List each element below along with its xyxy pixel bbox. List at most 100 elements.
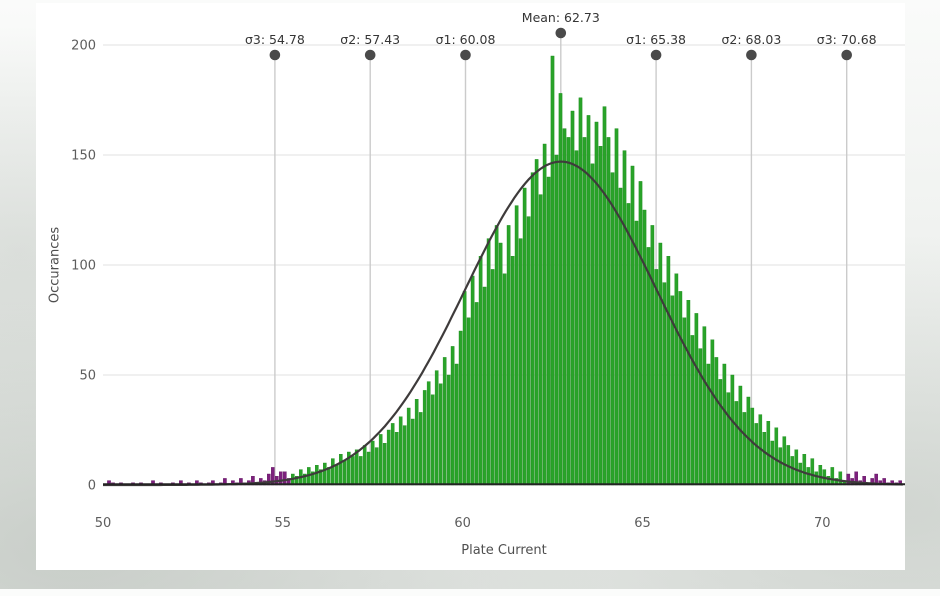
histogram-bar[interactable] [614, 128, 619, 486]
histogram-bar[interactable] [790, 456, 795, 486]
histogram-bar[interactable] [706, 363, 711, 486]
histogram-bar[interactable] [818, 465, 823, 486]
histogram-bar[interactable] [798, 462, 803, 486]
histogram-bar[interactable] [742, 412, 747, 486]
histogram-bar[interactable] [494, 225, 499, 486]
histogram-bar[interactable] [442, 357, 447, 486]
histogram-bar[interactable] [598, 145, 603, 486]
histogram-bar[interactable] [426, 381, 431, 486]
histogram-bar[interactable] [730, 374, 735, 486]
histogram-bar[interactable] [339, 454, 343, 486]
histogram-bar[interactable] [794, 449, 799, 486]
histogram-bar[interactable] [570, 110, 575, 486]
marker-sigma1-right-dot[interactable] [650, 49, 662, 61]
marker-sigma2-right-dot[interactable] [746, 49, 757, 61]
histogram-bar[interactable] [522, 187, 527, 486]
histogram-bar[interactable] [762, 432, 767, 486]
histogram-bar[interactable] [354, 449, 359, 486]
histogram-bar[interactable] [386, 429, 391, 486]
histogram-bar[interactable] [566, 137, 571, 486]
marker-sigma1-left-dot[interactable] [460, 49, 471, 61]
histogram-bar[interactable] [422, 390, 427, 486]
histogram-bar[interactable] [562, 128, 567, 486]
histogram-bar[interactable] [578, 97, 583, 486]
histogram-bar[interactable] [438, 383, 443, 486]
histogram-bar[interactable] [398, 416, 403, 486]
histogram-bar[interactable] [666, 256, 671, 486]
histogram-bar[interactable] [530, 172, 535, 486]
histogram-bar[interactable] [634, 220, 639, 486]
histogram-bar[interactable] [782, 436, 787, 486]
histogram-bar[interactable] [722, 363, 727, 486]
histogram-bar[interactable] [542, 143, 547, 486]
histogram-bar[interactable] [714, 357, 719, 486]
marker-sigma3-right-dot[interactable] [841, 49, 852, 61]
histogram-bar[interactable] [594, 121, 599, 486]
histogram-bar[interactable] [654, 269, 659, 486]
histogram-bar[interactable] [534, 159, 539, 486]
histogram-bar[interactable] [838, 471, 843, 486]
histogram-bar[interactable] [402, 425, 407, 486]
histogram-bar[interactable] [366, 451, 371, 486]
histogram-bar[interactable] [486, 238, 491, 486]
histogram-bar[interactable] [626, 203, 631, 486]
histogram-bar[interactable] [574, 150, 579, 486]
histogram-bar[interactable] [606, 137, 611, 486]
histogram-bar[interactable] [590, 163, 595, 486]
histogram-bar[interactable] [750, 407, 755, 486]
histogram-bar[interactable] [490, 269, 495, 486]
histogram-bar[interactable] [814, 471, 819, 486]
histogram-bar[interactable] [331, 458, 335, 486]
histogram-bar[interactable] [702, 326, 707, 486]
marker-sigma2-left-dot[interactable] [364, 49, 376, 61]
histogram-bar[interactable] [642, 209, 647, 486]
histogram-bar[interactable] [778, 447, 783, 486]
histogram-bar[interactable] [498, 242, 503, 486]
histogram-bar[interactable] [538, 194, 543, 486]
histogram-bar[interactable] [546, 176, 551, 486]
histogram-bar[interactable] [554, 154, 559, 486]
marker-mean-dot[interactable] [555, 27, 567, 39]
histogram-bar[interactable] [446, 374, 451, 486]
histogram-bar[interactable] [726, 392, 731, 486]
histogram-bar[interactable] [658, 242, 663, 486]
histogram-bar[interactable] [738, 385, 743, 486]
histogram-bar[interactable] [694, 313, 699, 486]
histogram-bar[interactable] [418, 412, 423, 486]
histogram-bar[interactable] [510, 256, 515, 486]
histogram-bar[interactable] [502, 273, 507, 486]
histogram-bar[interactable] [470, 275, 475, 486]
histogram-bar[interactable] [622, 150, 627, 486]
histogram-bar[interactable] [698, 348, 703, 486]
histogram-bar[interactable] [327, 467, 331, 486]
histogram-bar[interactable] [802, 454, 807, 486]
histogram-bar[interactable] [351, 456, 355, 486]
histogram-bar[interactable] [434, 370, 439, 486]
histogram-outlier-bar[interactable] [283, 471, 287, 486]
histogram-bar[interactable] [406, 407, 411, 486]
histogram-bar[interactable] [478, 256, 483, 486]
histogram-bar[interactable] [602, 106, 607, 486]
histogram-bar[interactable] [586, 115, 591, 486]
histogram-bar[interactable] [474, 302, 479, 486]
histogram-bar[interactable] [335, 465, 339, 486]
histogram-bar[interactable] [610, 172, 615, 486]
histogram-bar[interactable] [430, 394, 435, 486]
histogram-bar[interactable] [343, 460, 347, 486]
marker-sigma3-left-dot[interactable] [269, 49, 281, 61]
histogram-bar[interactable] [362, 445, 367, 486]
histogram-bar[interactable] [390, 423, 395, 486]
histogram-bar[interactable] [754, 423, 759, 486]
histogram-bar[interactable] [650, 225, 655, 486]
histogram-bar[interactable] [526, 216, 531, 486]
histogram-bar[interactable] [734, 401, 739, 486]
histogram-bar[interactable] [558, 93, 563, 486]
histogram-bar[interactable] [410, 418, 415, 486]
histogram-bar[interactable] [518, 238, 523, 486]
histogram-bar[interactable] [358, 456, 363, 486]
histogram-bar[interactable] [414, 399, 419, 486]
histogram-bar[interactable] [618, 187, 623, 486]
histogram-bar[interactable] [718, 379, 723, 486]
histogram-outlier-bar[interactable] [279, 471, 283, 486]
histogram-bar[interactable] [630, 165, 635, 486]
